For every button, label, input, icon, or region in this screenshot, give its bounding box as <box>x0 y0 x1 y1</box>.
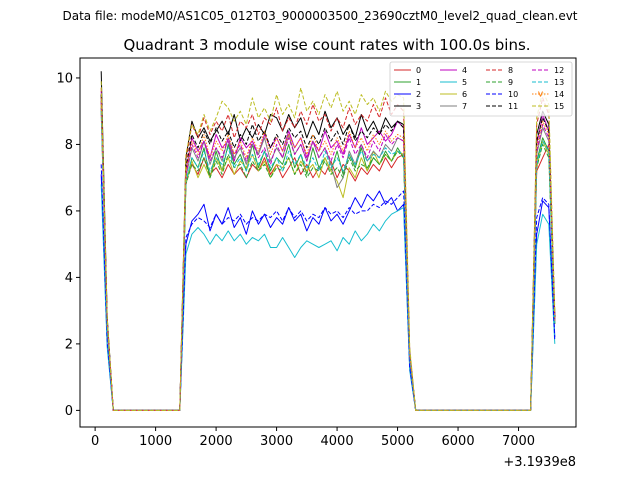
legend-box <box>389 61 573 117</box>
series-line-4 <box>100 91 556 411</box>
legend-label-10: 10 <box>508 90 518 99</box>
legend-label-3: 3 <box>416 102 421 111</box>
series-line-12 <box>100 101 556 411</box>
series-line-11 <box>100 94 556 411</box>
x-tick-label: 4000 <box>321 434 354 449</box>
series-line-3 <box>100 71 556 411</box>
x-tick-label: 6000 <box>442 434 475 449</box>
chart-title: Quadrant 3 module wise count rates with … <box>123 36 530 54</box>
x-tick-label: 7000 <box>502 434 535 449</box>
legend-marker-14 <box>538 91 543 97</box>
x-tick-label: 5000 <box>381 434 414 449</box>
plot-frame <box>79 57 577 428</box>
series-line-6 <box>100 104 556 411</box>
series-line-14 <box>100 97 556 411</box>
x-tick-label: 0 <box>91 434 99 449</box>
series-line-10 <box>100 164 556 411</box>
legend-label-15: 15 <box>554 102 564 111</box>
x-tick-label: 2000 <box>200 434 233 449</box>
y-tick-label: 8 <box>65 138 73 153</box>
legend-label-2: 2 <box>416 90 421 99</box>
series-line-5 <box>100 184 556 411</box>
series-line-8 <box>100 87 556 411</box>
legend-label-9: 9 <box>508 78 513 87</box>
x-tick-label: 3000 <box>260 434 293 449</box>
y-tick-label: 0 <box>65 404 73 419</box>
legend-label-8: 8 <box>508 66 513 75</box>
series-line-1 <box>100 97 556 411</box>
suptitle: Data file: modeM0/AS1C05_012T03_90000035… <box>62 9 577 23</box>
series-line-7 <box>100 101 556 411</box>
legend-label-5: 5 <box>462 78 467 87</box>
y-tick-label: 6 <box>65 204 73 219</box>
legend-label-11: 11 <box>508 102 518 111</box>
legend-label-4: 4 <box>462 66 467 75</box>
y-tick-label: 10 <box>56 71 73 86</box>
legend-label-13: 13 <box>554 78 564 87</box>
legend-label-1: 1 <box>416 78 421 87</box>
legend-label-0: 0 <box>416 66 421 75</box>
y-tick-label: 2 <box>65 337 73 352</box>
legend-label-6: 6 <box>462 90 467 99</box>
series-line-2 <box>100 174 556 411</box>
x-tick-label: 1000 <box>139 434 172 449</box>
legend-label-14: 14 <box>554 90 564 99</box>
legend-label-12: 12 <box>554 66 564 75</box>
y-tick-label: 4 <box>65 271 73 286</box>
series-line-15 <box>100 81 556 411</box>
legend-label-7: 7 <box>462 102 467 111</box>
x-offset-text: +3.1939e8 <box>503 455 576 470</box>
